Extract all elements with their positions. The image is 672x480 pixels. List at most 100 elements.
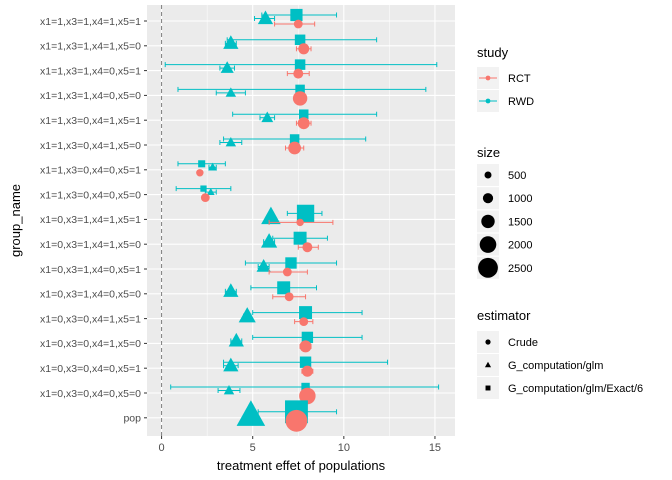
y-tick-labels: x1=1,x3=1,x4=1,x5=1 x1=1,x3=1,x4=1,x5=0 x1… (40, 16, 147, 425)
y-tick-label: x1=0,x3=1,x4=0,x5=0 (40, 289, 141, 301)
legend-key-point (485, 75, 491, 81)
data-point (288, 141, 302, 155)
legend-label-study: RCT (508, 73, 531, 85)
data-point (301, 331, 314, 344)
y-tick-label: x1=0,x3=0,x4=0,x5=1 (40, 363, 141, 375)
y-tick-label: x1=1,x3=1,x4=1,x5=0 (40, 41, 141, 53)
y-tick-label: x1=1,x3=0,x4=1,x5=0 (40, 140, 141, 152)
y-tick-label: x1=0,x3=1,x4=0,x5=1 (40, 264, 141, 276)
data-point (301, 365, 313, 377)
data-point (285, 257, 297, 269)
data-point (228, 332, 244, 347)
legend-key-shape (485, 385, 491, 391)
data-point (293, 231, 307, 245)
legend-key-size (482, 193, 494, 204)
data-point (290, 8, 303, 22)
legend-label-study: RWD (508, 96, 534, 108)
legend-label-size: 1000 (508, 193, 532, 205)
data-point (256, 259, 271, 272)
legend-key-shape (484, 361, 492, 368)
data-point (302, 242, 313, 253)
data-point (196, 169, 204, 177)
legend-label-size: 1500 (508, 216, 532, 228)
legend-label-estimator: G_computation/glm/Exact/6 (508, 383, 643, 395)
data-point (298, 109, 309, 119)
x-tick-label: 5 (250, 442, 256, 454)
data-point (299, 306, 313, 320)
data-point (294, 34, 306, 46)
y-tick-label: x1=0,x3=0,x4=1,x5=1 (40, 313, 141, 325)
y-tick-label: x1=0,x3=1,x4=1,x5=1 (40, 214, 141, 226)
legend-label-size: 2500 (508, 263, 532, 275)
data-point (200, 185, 207, 192)
y-tick-label: x1=1,x3=0,x4=0,x5=0 (40, 189, 141, 201)
data-point (297, 117, 310, 130)
data-point (301, 382, 310, 392)
data-point (298, 43, 310, 55)
data-point (223, 357, 239, 372)
data-point (257, 10, 274, 25)
legend-key-size (479, 236, 497, 253)
legend-title-study: study (477, 45, 509, 60)
legend-key-size (478, 257, 498, 278)
data-point (299, 317, 309, 327)
data-point (296, 204, 315, 223)
data-point (277, 281, 291, 295)
data-point (223, 384, 235, 395)
legend: study RCT RWD size 500 1000 1500 2000 2500 estima… (477, 45, 643, 399)
y-tick-label: x1=0,x3=1,x4=1,x5=0 (40, 239, 141, 251)
x-tick-label: 15 (429, 442, 441, 454)
data-point (261, 111, 274, 123)
y-tick-label: x1=1,x3=0,x4=0,x5=1 (40, 165, 141, 177)
legend-label-size: 2000 (508, 240, 532, 252)
data-point (261, 206, 281, 225)
data-point (225, 87, 237, 97)
data-point (296, 218, 304, 227)
data-point (289, 134, 300, 144)
legend-key-size (481, 214, 495, 229)
data-point (236, 400, 266, 426)
legend-title-estimator: estimator (477, 308, 531, 323)
data-point (299, 340, 312, 353)
data-point (261, 233, 278, 248)
data-point (292, 91, 308, 106)
x-tick-labels: 0 5 10 15 (159, 436, 441, 454)
data-point (299, 387, 316, 405)
data-point (293, 68, 304, 79)
data-point (223, 35, 239, 49)
legend-key-point (485, 98, 491, 104)
y-tick-label: x1=0,x3=0,x4=0,x5=0 (40, 388, 141, 400)
x-tick-label: 10 (338, 442, 350, 454)
data-point (206, 187, 215, 195)
data-point (200, 193, 210, 203)
data-point (282, 267, 292, 277)
data-point (295, 84, 305, 95)
data-point (284, 292, 294, 302)
data-point (238, 307, 256, 323)
legend-title-size: size (477, 145, 500, 160)
data-point (299, 356, 312, 368)
legend-label-estimator: Crude (508, 337, 538, 349)
y-tick-label: x1=1,x3=0,x4=1,x5=1 (40, 115, 141, 127)
data-point (198, 160, 206, 168)
data-marks (164, 8, 440, 432)
y-tick-label: x1=1,x3=1,x4=0,x5=0 (40, 90, 141, 102)
y-tick-label: x1=1,x3=1,x4=0,x5=1 (40, 65, 141, 77)
data-point (225, 136, 237, 147)
y-tick-label: x1=0,x3=0,x4=1,x5=0 (40, 338, 141, 350)
legend-label-estimator: G_computation/glm (508, 360, 603, 372)
data-point (220, 61, 234, 73)
data-point (208, 162, 218, 171)
y-tick-label: pop (123, 413, 141, 425)
legend-label-size: 500 (508, 170, 526, 182)
y-tick-label: x1=1,x3=1,x4=1,x5=1 (40, 16, 141, 28)
data-point (293, 19, 303, 29)
x-axis-title: treatment effet of populations (217, 458, 386, 473)
y-axis-title: group_name (8, 184, 23, 257)
data-point (223, 283, 239, 297)
x-tick-label: 0 (159, 442, 165, 454)
data-point (285, 409, 308, 432)
legend-key-size (484, 171, 492, 179)
legend-key-shape (485, 339, 491, 345)
